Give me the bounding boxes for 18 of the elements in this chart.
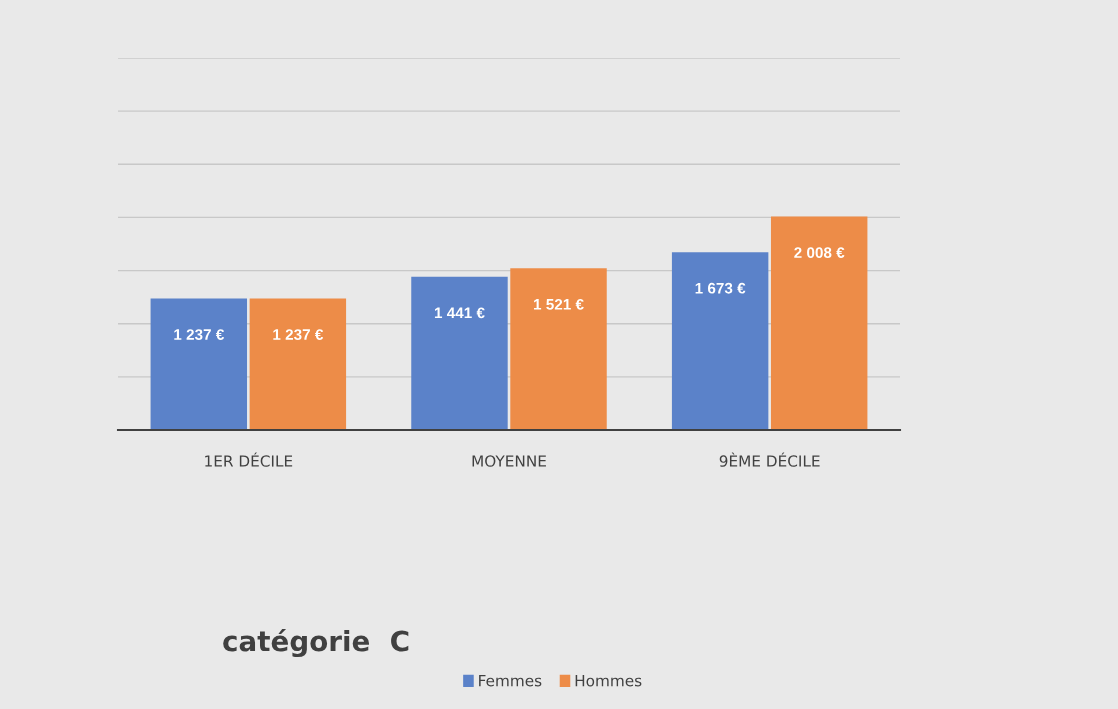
legend-label: Hommes bbox=[575, 675, 642, 687]
bar bbox=[770, 216, 868, 430]
legend-label: Femmes bbox=[479, 675, 542, 687]
data-label: 1 441 € bbox=[434, 307, 485, 319]
data-label: 1 237 € bbox=[174, 329, 225, 340]
x-tick-label: MOYENNE bbox=[472, 455, 546, 467]
data-label: 1 237 € bbox=[273, 329, 324, 340]
data-label: 2 008 € bbox=[794, 247, 845, 258]
data-label: 1 521 € bbox=[534, 298, 584, 310]
bar bbox=[411, 276, 508, 430]
data-label: 1 673 € bbox=[695, 282, 746, 294]
bar bbox=[150, 298, 248, 430]
x-tick-label: 1ER DÉCILE bbox=[205, 452, 293, 467]
bar bbox=[510, 268, 607, 430]
x-tick-label: 9ÈME DÉCILE bbox=[719, 452, 820, 467]
text: catégorie C bbox=[223, 628, 409, 658]
bar bbox=[671, 252, 769, 430]
bar bbox=[249, 298, 347, 430]
